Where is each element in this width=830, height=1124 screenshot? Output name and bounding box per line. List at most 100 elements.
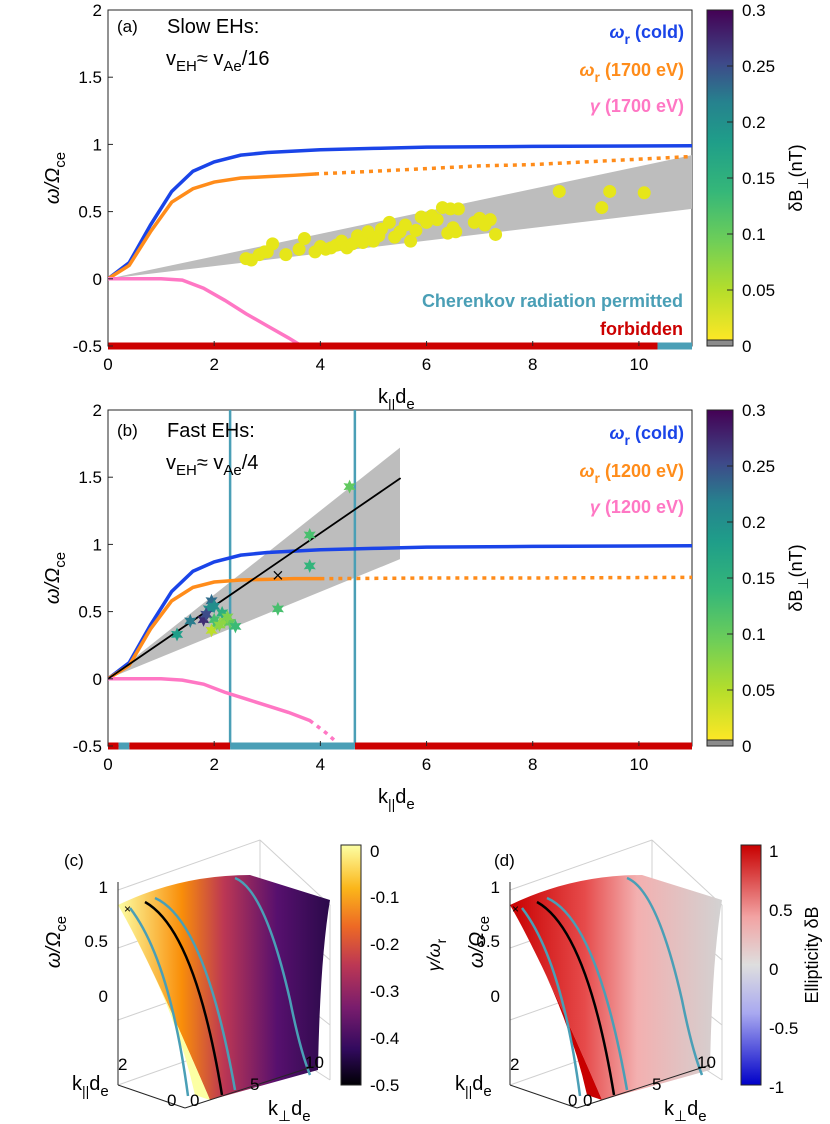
a-circle-point xyxy=(292,242,306,256)
panel-a-ylabel: ω/Ωce xyxy=(42,152,69,204)
b-cbar-tick-label: 0.25 xyxy=(742,457,775,476)
b-star-point xyxy=(216,605,229,620)
a-ytick-label: -0.5 xyxy=(73,337,102,356)
a-circle-point xyxy=(603,184,617,198)
panel-c-colorbar-ticks: 0 -0.1 -0.2 -0.3 -0.4 -0.5 xyxy=(370,842,399,1095)
b-ytick-label: 2 xyxy=(93,401,102,420)
b-ytick-label: 1.5 xyxy=(78,468,102,487)
panel-d-cyan-curve-2 xyxy=(546,896,629,1091)
b-cbar-tick-label: 0.2 xyxy=(742,513,766,532)
a-series-4 xyxy=(108,277,304,346)
a-circle-point xyxy=(398,218,412,232)
panel-c-kperp-axis xyxy=(184,1064,319,1109)
panel-b-legend-cold: ωr (cold) xyxy=(610,423,684,448)
panel-d-x-marker: × xyxy=(512,902,519,916)
panel-b-legend-warm: ωr (1200 eV) xyxy=(579,461,684,486)
panel-d-colorbar-ticks: 1 0.5 0 -0.5 -1 xyxy=(769,842,798,1097)
panel-a-legend-cold: ωr (cold) xyxy=(610,22,684,47)
panel-d-cyan-curve-3 xyxy=(626,876,704,1076)
a-xtick-label: 4 xyxy=(316,355,325,374)
panel-a-xlabel: k||de xyxy=(378,386,415,413)
panel-d-cbar-tick-m1: -1 xyxy=(769,1078,784,1097)
b-xtick-label: 10 xyxy=(629,755,648,774)
panel-b-note-line2: vEH≈ vAe/4 xyxy=(166,452,258,479)
b-star-point xyxy=(229,619,242,634)
panel-d-ztick-05: 0.5 xyxy=(476,932,500,951)
b-series-4 xyxy=(108,677,312,723)
a-circle-point xyxy=(483,213,497,227)
b-x-marker xyxy=(273,570,283,580)
panel-a-note-line1: Slow EHs: xyxy=(167,16,259,38)
panel-b-colorbar-label: δB⊥(nT) xyxy=(786,544,811,611)
a-circle-point xyxy=(279,248,293,262)
panel-a-colorbar-label: δB⊥(nT) xyxy=(786,144,811,211)
b-star-point xyxy=(200,607,213,622)
b-xtick-label: 0 xyxy=(103,755,112,774)
panel-d: × (d) 1 0.5 0 2 0 0 5 10 ω/Ωce k||de k⊥d… xyxy=(455,839,723,1124)
a-circle-point xyxy=(446,221,460,235)
panel-c-surface xyxy=(118,875,330,1100)
a-circle-point xyxy=(260,245,274,259)
a-circle-point xyxy=(324,241,338,255)
a-series-1 xyxy=(108,143,692,281)
b-star-point xyxy=(271,601,284,616)
a-shade-polygon xyxy=(108,155,692,279)
b-xtick-label: 2 xyxy=(209,755,218,774)
panel-d-kpar-label: k||de xyxy=(455,1073,492,1100)
a-circle-point xyxy=(430,213,444,227)
panel-c-cbar-tick-05: -0.5 xyxy=(370,1076,399,1095)
b-star-point xyxy=(208,612,221,627)
b-xtick-label: 4 xyxy=(316,755,325,774)
b-star-point xyxy=(218,614,231,628)
b-cbar-tick-label: 0.3 xyxy=(742,401,766,420)
a-circle-point xyxy=(404,234,418,248)
b-star-point xyxy=(171,627,184,642)
a-circle-point xyxy=(382,215,396,229)
a-circle-point xyxy=(637,186,651,200)
panel-c-ztick-0: 0 xyxy=(99,987,108,1006)
b-shade-polygon xyxy=(108,447,400,679)
panel-d-kpar-tick-2: 2 xyxy=(510,1055,519,1074)
panel-b: 0 2 4 6 8 10-0.500.511.52 (b) Fast EHs: vEH≈ … xyxy=(42,401,693,813)
panel-a-legend-gamma: γ (1700 eV) xyxy=(590,96,684,116)
panel-c-kpar-label: k||de xyxy=(72,1073,109,1100)
panel-c-colorbar-label: γ/ωr xyxy=(424,938,449,971)
b-star-point xyxy=(205,623,218,638)
a-circle-point xyxy=(239,252,253,266)
a-circle-point xyxy=(361,225,375,239)
panel-c-cbar-tick-03: -0.3 xyxy=(370,982,399,1001)
b-star-point xyxy=(205,593,218,608)
b-series-2 xyxy=(108,576,323,681)
b-cbar-tick-label: 0.15 xyxy=(742,569,775,588)
b-star-point xyxy=(343,479,356,494)
panel-c-cyan-curve-3 xyxy=(234,876,312,1076)
panel-d-kpar-axis xyxy=(509,1084,578,1109)
panel-a-colorbar: 0.3 0.25 0.2 0.15 0.1 0.05 0 δB⊥(nT) xyxy=(706,1,811,356)
panel-d-kperp-tick-0: 0 xyxy=(583,1091,592,1110)
b-star-point xyxy=(184,614,197,628)
panel-d-cbar-tick-05: 0.5 xyxy=(769,901,793,920)
panel-c-label: (c) xyxy=(64,851,84,870)
panel-d-cbar-tick-1: 1 xyxy=(769,842,778,861)
panel-d-zlabel: ω/Ωce xyxy=(466,916,493,968)
panel-c-black-curve xyxy=(144,900,224,1096)
panel-a-note-line2: vEH≈ vAe/16 xyxy=(166,48,270,75)
panel-d-kperp-label: k⊥de xyxy=(664,1098,707,1124)
a-xtick-label: 6 xyxy=(422,355,431,374)
panel-c-cbar-tick-01: -0.1 xyxy=(370,888,399,907)
b-ytick-label: -0.5 xyxy=(73,737,102,756)
b-star-point xyxy=(303,528,316,542)
a-cbar-tick-label: 0.05 xyxy=(742,281,775,300)
panel-d-ztick-1: 1 xyxy=(491,878,500,897)
panel-d-cbar-tick-0: 0 xyxy=(769,960,778,979)
panel-d-surface xyxy=(510,875,722,1100)
panel-b-note-line1: Fast EHs: xyxy=(167,420,255,442)
panel-c-cbar-tick-02: -0.2 xyxy=(370,935,399,954)
a-ytick-label: 0 xyxy=(93,270,102,289)
a-series-2 xyxy=(108,172,317,281)
b-star-point xyxy=(221,610,234,624)
panel-a-shaded-region xyxy=(108,155,692,279)
panel-d-cbar-tick-m05: -0.5 xyxy=(769,1019,798,1038)
panel-b-data-points xyxy=(171,479,356,642)
